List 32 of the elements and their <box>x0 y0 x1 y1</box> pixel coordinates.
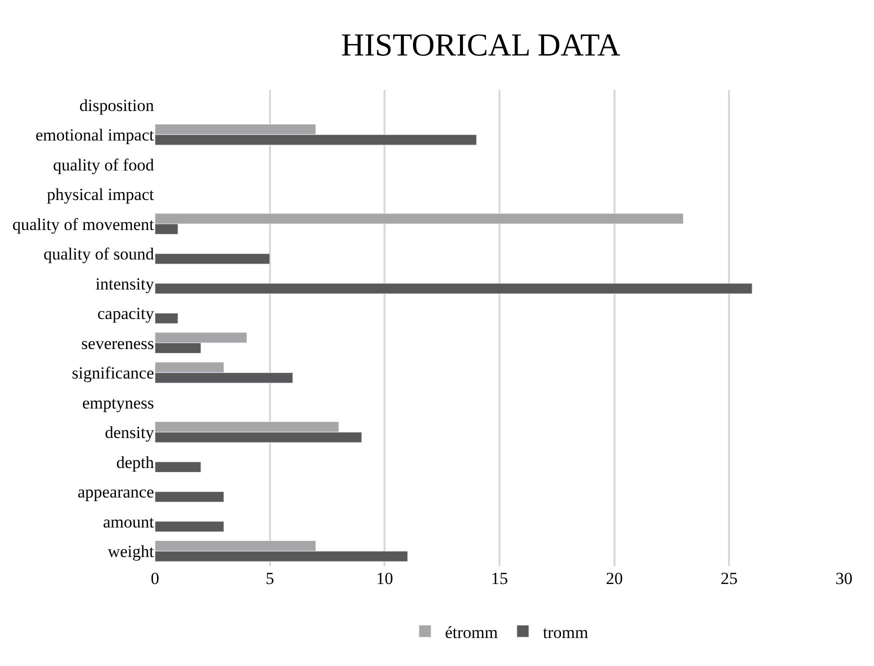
y-tick-label: quality of sound <box>44 244 154 264</box>
y-tick-label: emotional impact <box>36 126 154 145</box>
y-tick-label: amount <box>103 512 154 532</box>
chart-title: HISTORICAL DATA <box>341 26 620 63</box>
x-tick-label: 30 <box>836 569 852 588</box>
y-tick-label: density <box>104 423 154 442</box>
y-tick-label: significance <box>72 364 154 383</box>
x-tick-label: 5 <box>266 569 274 588</box>
y-tick-label: severeness <box>81 334 154 353</box>
x-tick-label: 20 <box>606 569 623 588</box>
y-tick-label: emptyness <box>82 393 154 412</box>
bar <box>155 283 752 294</box>
x-tick-label: 25 <box>720 569 738 588</box>
y-tick-label: physical impact <box>46 185 154 204</box>
y-tick-label: disposition <box>79 96 154 115</box>
y-tick-label: weight <box>108 542 154 562</box>
x-tick-label: 0 <box>150 569 160 588</box>
bar <box>155 521 224 532</box>
x-tick-label: 15 <box>491 569 508 588</box>
y-tick-label: appearance <box>78 482 154 502</box>
bar <box>155 253 270 264</box>
y-tick-label: quality of food <box>52 155 154 174</box>
legend-label: étromm <box>445 622 498 642</box>
legend-label: tromm <box>542 622 588 642</box>
y-tick-label: quality of movement <box>12 214 154 234</box>
bar <box>155 491 224 502</box>
y-tick-label: depth <box>116 452 154 472</box>
bar <box>155 462 202 473</box>
x-tick-label: 10 <box>376 569 394 588</box>
y-tick-label: intensity <box>95 274 154 294</box>
bar <box>155 312 178 324</box>
y-tick-label: capacity <box>97 304 154 324</box>
